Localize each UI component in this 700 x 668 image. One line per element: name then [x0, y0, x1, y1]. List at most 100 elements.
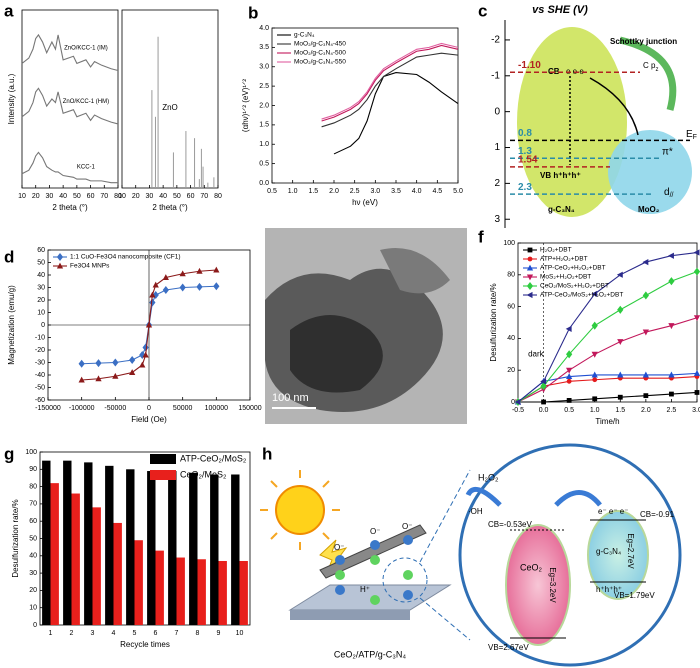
x-tick-label: 10 [236, 630, 244, 637]
data-point [693, 249, 700, 256]
data-point [693, 315, 700, 322]
y-tick-label: -60 [35, 397, 45, 404]
bar [168, 471, 177, 625]
legend-marker [526, 281, 534, 291]
data-point [152, 281, 159, 288]
data-point [694, 390, 700, 395]
x-tick-label: 2.0 [329, 188, 339, 195]
series-line [321, 44, 459, 122]
legend-label: MoS₂+H₂O₂+DBT [540, 274, 591, 281]
level-label: 1.3 [518, 146, 532, 157]
bar [42, 460, 51, 625]
bar [113, 522, 122, 625]
y-axis-label: (αhν)¹ᐟ² (eV)¹ᐟ² [241, 79, 250, 133]
data-point [196, 282, 203, 291]
ceo2-particle [505, 524, 571, 646]
data-point [213, 282, 220, 291]
y-tick-label: -50 [35, 384, 45, 391]
y-tick-label: 70 [29, 501, 37, 508]
zoom-line [419, 597, 471, 641]
data-point [541, 399, 546, 405]
panel-label: d [4, 247, 14, 266]
x-tick-label: 4.5 [432, 188, 442, 195]
y-axis-label: Desulfurization rate/% [489, 283, 498, 361]
chart: 0 10 20 30 40 50 60 70 80 90 100 Recycle times Desul… [11, 449, 251, 649]
bar [197, 559, 206, 625]
bar [147, 471, 156, 625]
bar [105, 465, 114, 625]
transfer-arrow [589, 77, 639, 136]
legend-label: g-C₃N₄ [294, 32, 315, 39]
x-tick-label: 1.5 [615, 407, 625, 414]
scale-label: 100 nm [272, 392, 309, 404]
y-tick-label: 20 [29, 587, 37, 594]
fermi-sub: F [693, 134, 697, 141]
plot-frame [517, 242, 698, 403]
x-tick-label: 40 [159, 193, 167, 200]
annotation: dark [528, 349, 545, 358]
material-label: g-C₃N₄ [596, 547, 621, 556]
bar [231, 474, 240, 625]
data-point [667, 252, 674, 259]
x-tick-label: 5 [133, 630, 137, 637]
legend-label: H₂O₂+DBT [540, 247, 572, 254]
x-tick-label: -100000 [69, 405, 95, 412]
level-label: 2.3 [518, 182, 532, 193]
y-tick-label: 90 [29, 466, 37, 473]
y-tick-label: 1.0 [259, 141, 269, 148]
y-tick-label: 40 [507, 335, 515, 342]
y-tick-label: 1 [494, 142, 500, 153]
y-axis-label: Intensity (a.u.) [7, 73, 16, 124]
vb-value: VB=1.79eV [614, 591, 655, 600]
series-label: ZnO/KCC-1 (HM) [63, 99, 109, 105]
bar [134, 540, 143, 625]
legend-label: ATP-CeO₂+H₂O₂+DBT [540, 265, 606, 272]
y-tick-label: 2 [494, 178, 500, 189]
support-slab [288, 584, 452, 611]
bar [176, 557, 185, 625]
legend-label: MoO₂/g-C₃N₄-500 [294, 50, 346, 57]
y-tick-label: 3.0 [259, 64, 269, 71]
data-point [642, 329, 649, 336]
x-tick-label: 0.5 [267, 188, 277, 195]
y-tick-label: 0 [494, 106, 500, 117]
legend-label: ATP+H₂O₂+DBT [540, 256, 588, 263]
y-tick-label: 2.5 [259, 83, 269, 90]
pi-label: π* [662, 147, 673, 158]
data-point [617, 305, 624, 314]
x-tick-label: 70 [200, 193, 208, 200]
x-tick-label: 80 [214, 193, 222, 200]
data-point [149, 298, 156, 307]
data-point [591, 371, 598, 378]
data-point [617, 394, 623, 400]
material-label: g-C₃N₄ [548, 205, 575, 214]
data-point [591, 351, 598, 358]
data-point [591, 290, 598, 297]
data-point [142, 351, 149, 358]
legend-label: ATP-CeO₂/MoS₂ [180, 453, 247, 463]
data-point [566, 398, 572, 403]
x-tick-label: 100000 [205, 405, 228, 412]
legend-swatch [150, 454, 176, 464]
legend-label: CeO₂/MoS₂+H₂O₂+DBT [540, 283, 609, 290]
light-bolt [319, 539, 348, 576]
data-point [566, 350, 573, 359]
data-point [95, 359, 102, 368]
sun-rays [260, 470, 340, 550]
molecules [335, 535, 413, 605]
proton-label: H⁺ [360, 585, 370, 594]
data-point [540, 378, 547, 385]
legend-label: ATP-CeO₂/MoS₂+H₂O₂+DBT [540, 292, 623, 299]
y-tick-label: 4.0 [259, 25, 269, 32]
chart: 0 20 40 60 80 100 -0.5 0.0 0.5 1.0 1.5 2.0 2.5 3.0 Tim… [489, 240, 700, 426]
reaction-arrow [465, 486, 502, 507]
data-point [78, 359, 85, 368]
legend-label: CeO₂/MoS₂ [180, 469, 227, 479]
legend-label: 1:1 CuO-Fe3O4 nanocomposite (CF1) [70, 254, 181, 261]
x-axis-label: 2 theta (°) [152, 203, 188, 212]
zoom-spot [382, 557, 428, 603]
x-tick-label: 2.0 [641, 407, 651, 414]
x-tick-label: 60 [187, 193, 195, 200]
x-tick-label: 1 [49, 630, 53, 637]
y-tick-label: 20 [507, 367, 515, 374]
